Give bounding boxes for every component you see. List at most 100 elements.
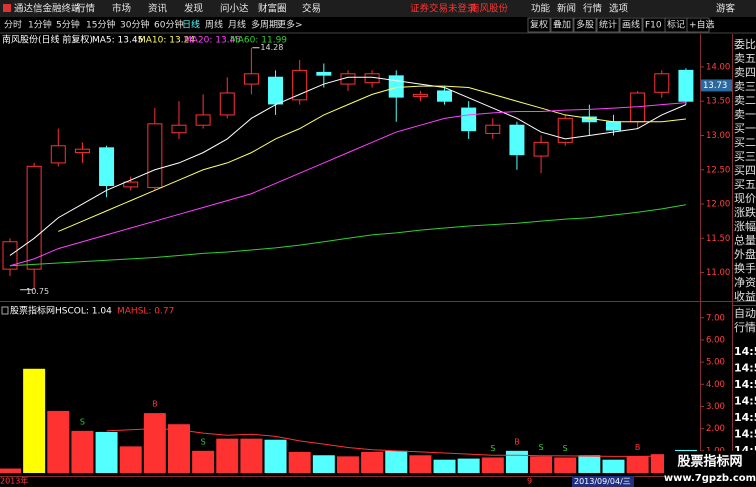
period-button[interactable]: 30分钟	[120, 19, 149, 31]
period-button[interactable]: 60分钟	[154, 19, 183, 31]
quote-row-label: 总量	[734, 233, 756, 247]
tick-time: 14:56	[734, 428, 756, 441]
period-button[interactable]: 日线	[182, 19, 200, 31]
signal-label: S	[201, 437, 206, 446]
y-tick-label: 7.00	[706, 313, 725, 323]
menu-item[interactable]: 资讯	[148, 4, 168, 15]
quote-row-label: 卖二	[734, 94, 756, 107]
menu-item[interactable]: 选项	[609, 3, 629, 15]
quote-row-label: 外盘	[734, 247, 756, 261]
candle-body	[678, 69, 694, 102]
y-tick-label: 11.50	[706, 234, 730, 244]
quote-row-label: 买一	[734, 122, 756, 135]
quote-row-label: 现价	[734, 192, 756, 205]
tool-button[interactable]: F10	[645, 21, 662, 31]
period-button[interactable]: 更多>	[277, 19, 303, 31]
tick-time: 14:56	[734, 345, 756, 358]
candle-body	[461, 107, 477, 132]
candle-body	[557, 117, 573, 143]
quote-row-label: 委比	[734, 38, 756, 51]
candle-body	[268, 76, 284, 105]
watermark-box	[664, 451, 756, 487]
tool-button[interactable]: 画线	[622, 19, 640, 31]
tool-button[interactable]: 叠加	[553, 20, 571, 31]
period-button[interactable]: 5分钟	[56, 19, 80, 31]
last-price-box	[701, 79, 732, 92]
indicator-icon	[1, 306, 9, 315]
tick-time: 14:56	[734, 411, 756, 424]
volume-bar	[554, 457, 577, 473]
volume-bar	[240, 438, 263, 473]
volume-bar	[530, 456, 553, 473]
quote-row-label: 卖三	[734, 80, 756, 93]
volume-bar	[216, 438, 239, 473]
candle-body	[412, 93, 428, 97]
signal-label: S	[563, 444, 568, 453]
volume-bar	[167, 424, 190, 473]
watermark-url: www.7gpzb.com	[664, 473, 756, 484]
y-tick-label: 12.00	[706, 200, 730, 210]
period-button[interactable]: 15分钟	[86, 19, 115, 31]
menu-item[interactable]: 行情	[583, 3, 603, 15]
volume-bar	[23, 368, 46, 473]
volume-bar	[433, 459, 456, 473]
candle-body	[485, 124, 501, 134]
menu-item[interactable]: 交易	[302, 3, 321, 15]
user: 游客	[716, 3, 736, 15]
menu-item[interactable]: 行情	[76, 3, 96, 15]
ma-line	[9, 102, 686, 267]
candle-body	[50, 145, 66, 164]
status-text: 南风股份	[470, 3, 509, 15]
tool-button[interactable]: 复权	[530, 19, 548, 31]
volume-bar	[288, 451, 311, 473]
candle-body	[509, 124, 525, 156]
signal-label: B	[635, 443, 641, 452]
low-label: 10.75	[26, 287, 49, 296]
y-tick-label: 4.00	[706, 380, 725, 390]
volume-bar	[481, 457, 504, 473]
tick-header: 自动	[734, 307, 756, 320]
app-title: 通达信金融终端	[14, 3, 81, 15]
period-button[interactable]: 多周期	[251, 19, 278, 31]
menu-item[interactable]: 功能	[531, 3, 551, 15]
menu-item[interactable]: 新闻	[557, 3, 576, 15]
volume-bar	[143, 413, 166, 473]
volume-bar	[192, 450, 215, 473]
quote-row-label: 卖四	[734, 66, 756, 79]
menu-item[interactable]: 财富圈	[258, 3, 287, 15]
period-button[interactable]: 月线	[228, 19, 246, 31]
volume-bar	[71, 430, 94, 473]
side-panel: 委比卖五卖四卖三卖二卖一买一买二买三买四买五现价涨跌涨幅总量外盘换手净资收益自动…	[734, 38, 756, 474]
y-tick-label: 2.00	[706, 424, 725, 434]
candle-body	[316, 71, 332, 76]
menu-item[interactable]: 问小达	[220, 3, 249, 15]
candle-body	[437, 90, 453, 102]
quote-row-label: 买五	[734, 178, 756, 191]
candle-body	[171, 124, 187, 134]
candle-body	[533, 141, 549, 157]
watermark-title: 股票指标网	[677, 454, 742, 470]
tool-button[interactable]: 统计	[599, 19, 617, 31]
tool-frame	[573, 17, 597, 33]
y-tick-label: 13.50	[706, 97, 730, 107]
tool-button[interactable]: 标记	[667, 19, 685, 31]
menu-item[interactable]: 市场	[112, 3, 131, 15]
period-button[interactable]: 1分钟	[28, 19, 52, 31]
volume-bar	[409, 455, 432, 473]
y-tick-label: 11.00	[706, 268, 730, 278]
period-button[interactable]: 周线	[205, 19, 223, 31]
candle-body	[99, 147, 115, 187]
volume-bar	[119, 446, 142, 473]
candle-body	[606, 121, 621, 131]
signal-label: S	[539, 443, 544, 452]
tool-button[interactable]: 多股	[576, 19, 594, 31]
volume-bar	[361, 451, 384, 473]
signal-label: B	[514, 437, 520, 446]
tool-button[interactable]: +自选	[689, 19, 715, 31]
quote-row-label: 涨幅	[734, 220, 756, 233]
period-button[interactable]: 分时	[4, 19, 22, 31]
quote-row-label: 卖五	[734, 52, 756, 65]
menu-item[interactable]: 发现	[184, 3, 204, 15]
